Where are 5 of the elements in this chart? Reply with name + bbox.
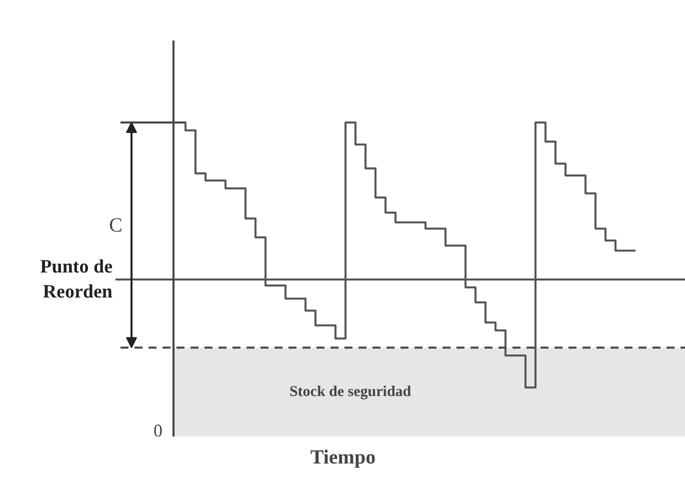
text: 0	[154, 420, 162, 440]
ref-line-label: Punto de Reorden	[40, 256, 113, 303]
band-label: Stock de seguridad	[289, 384, 412, 400]
x-axis-title: Tiempo	[310, 446, 376, 468]
text: C	[109, 214, 123, 237]
